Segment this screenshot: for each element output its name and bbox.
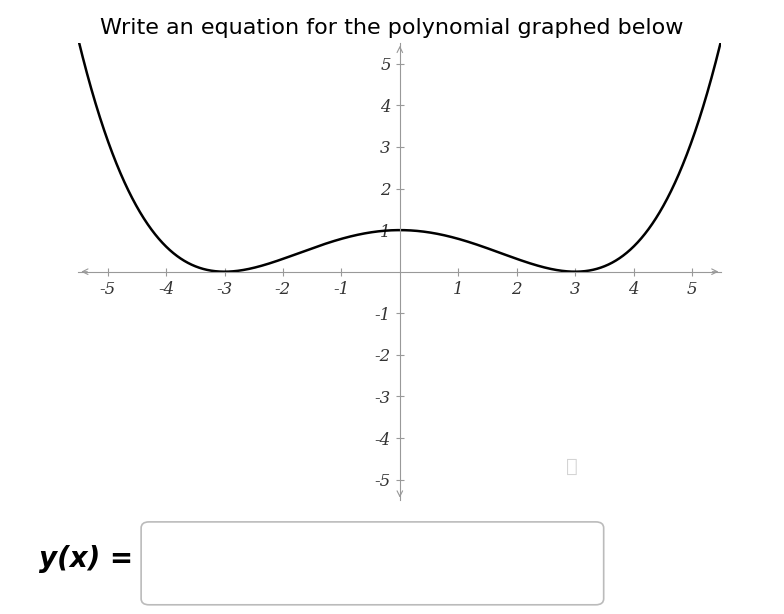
Text: 🔍: 🔍 (567, 457, 578, 476)
Text: Write an equation for the polynomial graphed below: Write an equation for the polynomial gra… (100, 18, 684, 39)
Text: y(x) =: y(x) = (39, 545, 133, 573)
